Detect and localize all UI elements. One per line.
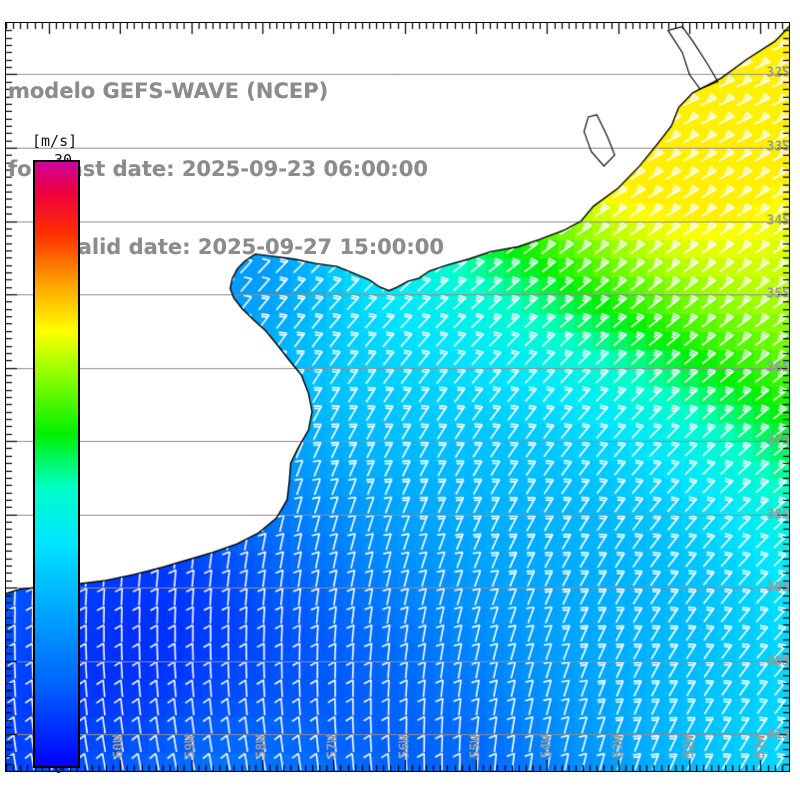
title-forecast-date: forecast date: 2025-09-23 06:00:00 bbox=[8, 157, 428, 181]
lon-label-56W: 56W bbox=[397, 734, 413, 758]
lon-label-52W: 52W bbox=[682, 734, 698, 758]
lon-label-53W: 53W bbox=[611, 734, 627, 758]
lon-label-54W: 54W bbox=[539, 734, 555, 758]
lon-label-55W: 55W bbox=[468, 734, 484, 758]
chart-title-block: modelo GEFS-WAVE (NCEP) forecast date: 2… bbox=[8, 26, 500, 312]
lat-label-40S: 40S bbox=[766, 654, 790, 670]
lon-label-58W: 58W bbox=[254, 734, 270, 758]
lat-label-36S: 36S bbox=[766, 360, 790, 376]
lat-label-33S: 33S bbox=[766, 139, 790, 155]
lon-label-51W: 51W bbox=[753, 734, 769, 758]
lon-label-59W: 59W bbox=[183, 734, 199, 758]
colorbar-tick-0: 0 bbox=[54, 759, 64, 777]
colorbar: [m/s] bbox=[32, 132, 80, 768]
lon-label-57W: 57W bbox=[325, 734, 341, 758]
lat-label-32S: 32S bbox=[766, 65, 790, 81]
lat-label-39S: 39S bbox=[766, 580, 790, 596]
lat-label-37S: 37S bbox=[766, 433, 790, 449]
lat-label-35S: 35S bbox=[766, 286, 790, 302]
lat-label-38S: 38S bbox=[766, 507, 790, 523]
map-plot-frame[interactable] bbox=[5, 22, 790, 772]
colorbar-gradient-bar bbox=[33, 160, 80, 768]
title-model: modelo GEFS-WAVE (NCEP) bbox=[8, 79, 329, 103]
lat-label-34S: 34S bbox=[766, 213, 790, 229]
title-valid-date: valid date: 2025-09-27 15:00:00 bbox=[64, 235, 444, 259]
lat-label-41S: 41S bbox=[766, 727, 790, 743]
wind-speed-heatmap-canvas[interactable] bbox=[6, 23, 789, 771]
colorbar-units-label: [m/s] bbox=[32, 132, 78, 150]
lon-label-60W: 60W bbox=[111, 734, 127, 758]
